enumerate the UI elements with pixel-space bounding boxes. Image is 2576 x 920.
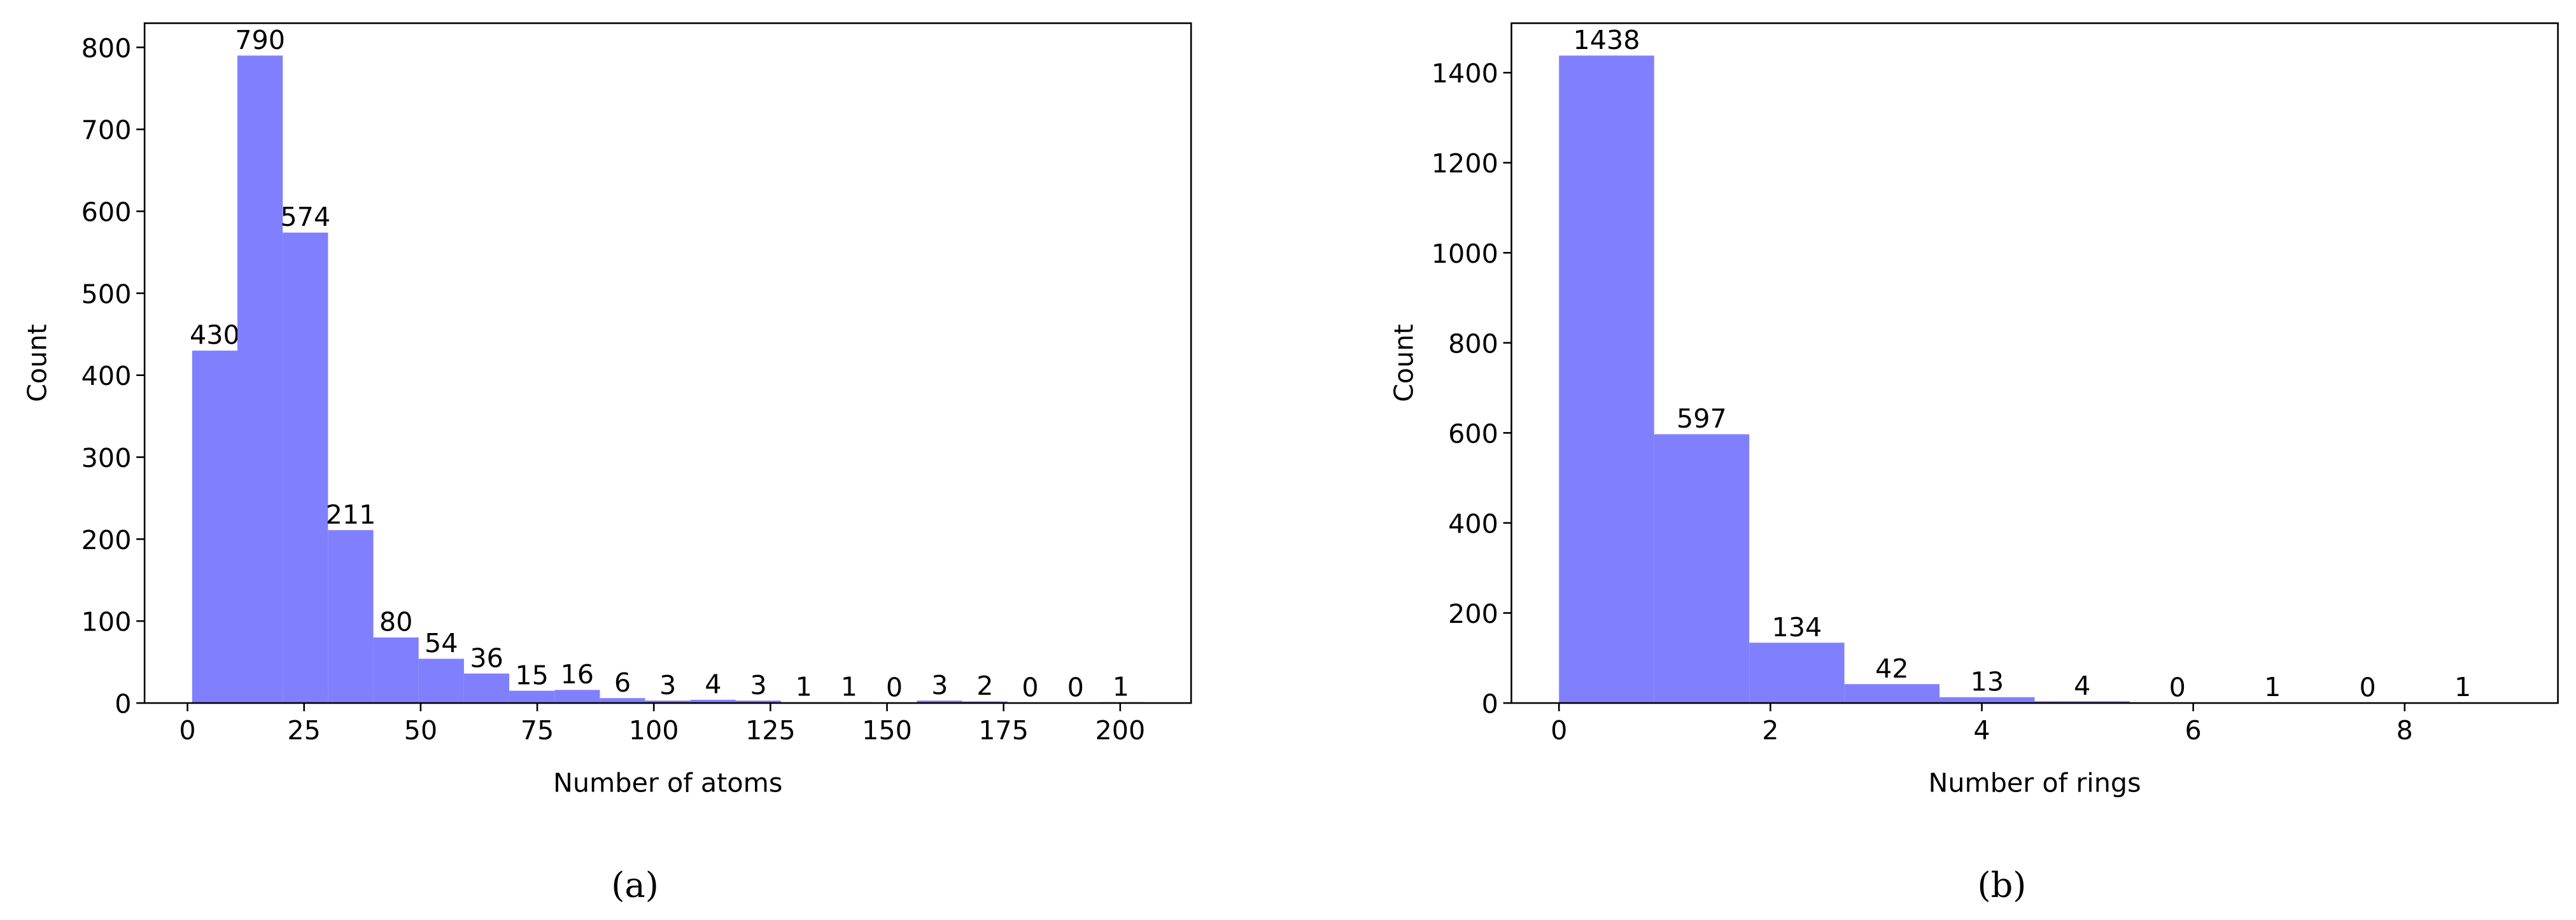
bar bbox=[600, 698, 645, 703]
bar bbox=[373, 637, 419, 703]
value-label: 1 bbox=[796, 671, 812, 702]
x-tick-label: 25 bbox=[287, 715, 321, 746]
x-tick-label: 2 bbox=[1762, 715, 1778, 746]
y-tick-label: 300 bbox=[81, 443, 132, 473]
value-label: 574 bbox=[280, 202, 330, 232]
bar bbox=[237, 55, 283, 703]
y-tick-label: 100 bbox=[81, 607, 132, 638]
y-axis-label: Count bbox=[1389, 324, 1419, 402]
bar bbox=[1654, 434, 1750, 703]
value-label: 0 bbox=[2169, 673, 2186, 703]
x-tick-label: 175 bbox=[978, 715, 1029, 746]
bar bbox=[283, 232, 328, 703]
value-label: 80 bbox=[379, 607, 413, 638]
bar bbox=[463, 673, 510, 703]
y-tick-label: 800 bbox=[81, 33, 132, 64]
x-axis-label: Number of atoms bbox=[553, 767, 782, 798]
x-tick-label: 0 bbox=[1551, 715, 1567, 746]
bar bbox=[509, 690, 555, 703]
y-tick-label: 400 bbox=[81, 361, 132, 391]
caption: (b) bbox=[1977, 865, 2026, 905]
y-tick-label: 200 bbox=[1448, 599, 1498, 629]
x-tick-label: 75 bbox=[521, 715, 554, 746]
x-tick-label: 8 bbox=[2397, 715, 2413, 746]
bar bbox=[1559, 55, 1654, 703]
bar bbox=[554, 690, 600, 703]
bar bbox=[917, 700, 962, 703]
value-label: 16 bbox=[561, 659, 595, 690]
y-tick-label: 400 bbox=[1448, 508, 1498, 539]
value-label: 6 bbox=[614, 667, 631, 698]
value-label: 0 bbox=[1067, 673, 1084, 703]
plot-frame bbox=[1510, 22, 2559, 704]
y-tick-label: 1000 bbox=[1432, 239, 1498, 269]
value-label: 13 bbox=[1971, 666, 2004, 697]
value-label: 0 bbox=[1022, 673, 1038, 703]
value-label: 4 bbox=[2074, 671, 2090, 701]
value-label: 54 bbox=[425, 628, 458, 659]
value-label: 4 bbox=[705, 669, 721, 700]
bar bbox=[2034, 701, 2130, 703]
value-label: 790 bbox=[235, 25, 285, 55]
x-tick-label: 125 bbox=[745, 715, 796, 746]
bar bbox=[645, 700, 691, 703]
y-tick-label: 1200 bbox=[1432, 148, 1498, 179]
x-axis-label: Number of rings bbox=[1928, 767, 2141, 798]
value-label: 1 bbox=[2454, 672, 2471, 702]
value-label: 3 bbox=[659, 670, 676, 700]
bar bbox=[690, 699, 736, 703]
x-tick-label: 50 bbox=[404, 715, 438, 746]
x-tick-label: 0 bbox=[179, 715, 195, 746]
value-label: 1 bbox=[841, 671, 857, 702]
value-label: 0 bbox=[2360, 673, 2376, 703]
value-label: 1 bbox=[1113, 671, 1129, 702]
bar bbox=[1939, 697, 2035, 703]
bar bbox=[192, 351, 238, 703]
y-tick-label: 200 bbox=[81, 525, 132, 555]
value-label: 134 bbox=[1772, 612, 1822, 643]
value-label: 430 bbox=[190, 320, 240, 351]
value-label: 597 bbox=[1677, 403, 1727, 434]
y-tick-label: 800 bbox=[1448, 328, 1498, 359]
plot-frame bbox=[143, 22, 1192, 704]
value-label: 0 bbox=[886, 673, 903, 703]
y-tick-label: 0 bbox=[1482, 688, 1498, 719]
bar bbox=[328, 530, 374, 703]
value-label: 3 bbox=[931, 670, 948, 700]
value-label: 2 bbox=[976, 671, 993, 701]
x-tick-label: 150 bbox=[862, 715, 912, 746]
bar bbox=[1749, 643, 1845, 703]
y-tick-label: 1400 bbox=[1432, 59, 1498, 89]
bar bbox=[735, 700, 782, 703]
value-label: 1 bbox=[2264, 672, 2281, 702]
y-tick-label: 0 bbox=[115, 688, 131, 719]
value-label: 15 bbox=[515, 660, 549, 690]
y-tick-label: 600 bbox=[1448, 419, 1498, 449]
value-label: 36 bbox=[470, 643, 503, 673]
y-axis-label: Count bbox=[22, 324, 52, 402]
y-tick-label: 500 bbox=[81, 279, 132, 309]
bar bbox=[1844, 684, 1940, 703]
caption: (a) bbox=[611, 865, 659, 905]
x-tick-label: 6 bbox=[2185, 715, 2202, 746]
value-label: 42 bbox=[1875, 653, 1909, 684]
value-label: 1438 bbox=[1573, 25, 1640, 55]
x-tick-label: 100 bbox=[629, 715, 679, 746]
x-tick-label: 200 bbox=[1095, 715, 1145, 746]
x-tick-label: 4 bbox=[1973, 715, 1990, 746]
value-label: 211 bbox=[326, 499, 376, 530]
value-label: 3 bbox=[750, 670, 766, 700]
y-tick-label: 700 bbox=[81, 115, 132, 146]
bar bbox=[418, 659, 464, 703]
y-tick-label: 600 bbox=[81, 197, 132, 228]
